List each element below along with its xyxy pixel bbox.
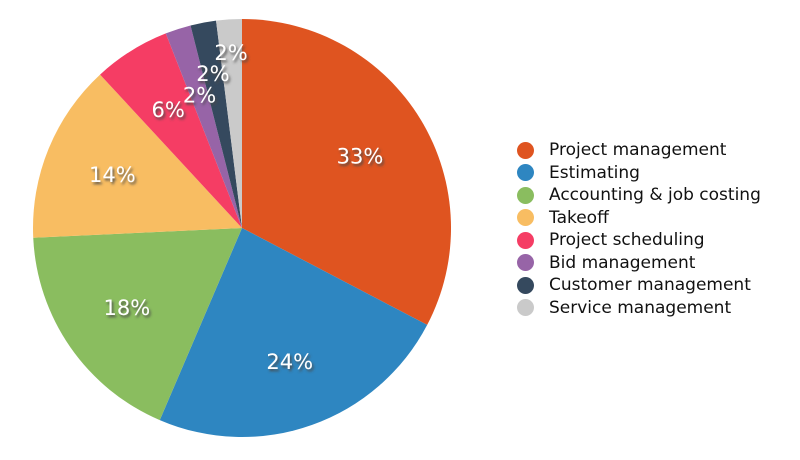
legend-item-project-scheduling: Project scheduling	[517, 229, 761, 252]
slice-label-service-management: 2%	[214, 41, 247, 65]
slice-label-bid-management: 2%	[183, 84, 216, 108]
legend-swatch-project-scheduling	[517, 231, 534, 249]
pie-slice-project-management	[242, 19, 452, 325]
pie-slice-project-scheduling	[100, 33, 242, 228]
legend-swatch-project-management	[517, 141, 534, 159]
legend-label-project-scheduling: Project scheduling	[549, 230, 705, 250]
legend-item-service-management: Service management	[517, 297, 761, 320]
legend-item-customer-management: Customer management	[517, 274, 761, 297]
pie-slices	[33, 19, 452, 437]
legend-item-estimating: Estimating	[517, 162, 761, 185]
legend: Project management Estimating Accounting…	[517, 139, 761, 319]
legend-swatch-estimating	[517, 164, 534, 182]
legend-swatch-takeoff	[517, 209, 534, 227]
legend-label-takeoff: Takeoff	[549, 207, 609, 228]
legend-swatch-customer-management	[517, 276, 534, 294]
legend-label-service-management: Service management	[549, 297, 732, 318]
legend-item-bid-management: Bid management	[517, 252, 761, 275]
legend-label-project-management: Project management	[549, 140, 727, 160]
pie-slice-takeoff	[33, 74, 243, 238]
slice-label-project-management: 33%	[337, 145, 384, 169]
legend-swatch-service-management	[517, 299, 534, 317]
pie-slice-estimating	[159, 228, 428, 437]
pie-slice-service-management	[216, 19, 242, 228]
legend-swatch-bid-management	[517, 254, 534, 272]
slice-label-accounting-job-costing: 18%	[104, 296, 151, 320]
legend-item-project-management: Project management	[517, 139, 761, 162]
slice-label-customer-management: 2%	[196, 62, 229, 86]
legend-label-estimating: Estimating	[549, 162, 640, 183]
legend-item-accounting-job-costing: Accounting & job costing	[517, 184, 761, 207]
pie-slice-accounting-job-costing	[33, 228, 243, 421]
legend-label-accounting-job-costing: Accounting & job costing	[549, 185, 761, 205]
slice-label-project-scheduling: 6%	[152, 98, 185, 122]
legend-label-bid-management: Bid management	[549, 252, 696, 273]
legend-item-takeoff: Takeoff	[517, 207, 761, 230]
pie-slice-bid-management	[165, 25, 242, 228]
pie-slice-labels: 33%24%18%14%6%2%2%2%	[89, 41, 383, 374]
slice-label-estimating: 24%	[266, 350, 313, 374]
legend-label-customer-management: Customer management	[549, 275, 751, 295]
legend-swatch-accounting-job-costing	[517, 186, 534, 204]
slice-label-takeoff: 14%	[89, 163, 136, 187]
pie-slice-customer-management	[190, 20, 242, 229]
